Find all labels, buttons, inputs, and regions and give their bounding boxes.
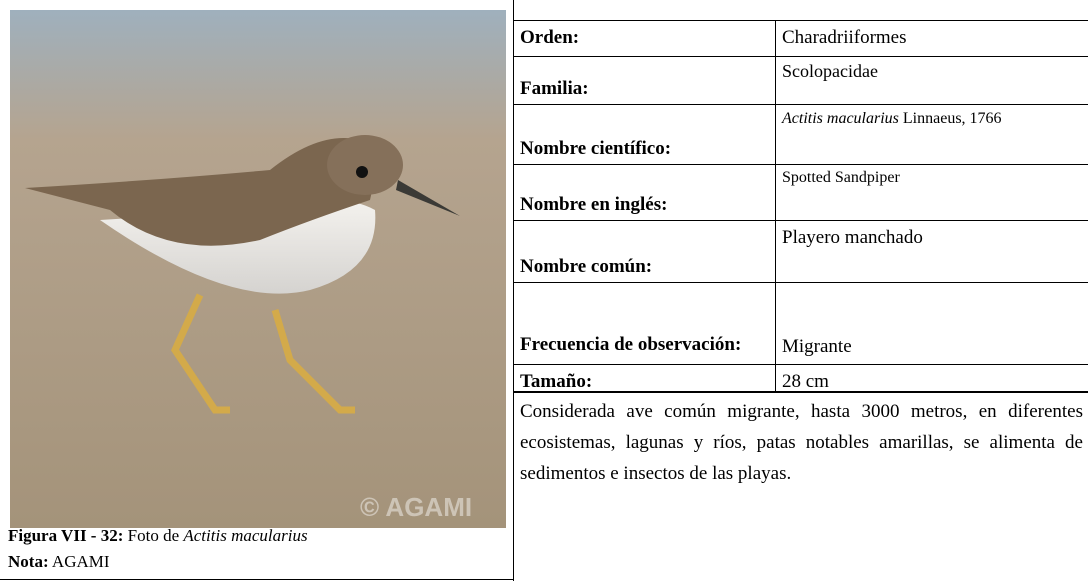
authority: Linnaeus, 1766 [902,110,1002,127]
label-cell: Frecuencia de observación: [513,282,776,365]
label-cell: Tamaño: [513,364,776,393]
value-cell: Spotted Sandpiper [775,164,1088,221]
caption-text: Foto de [127,526,180,545]
row-label: Familia: [520,78,589,99]
value-cell: 28 cm [775,364,1088,393]
label-cell: Nombre en inglés: [513,164,776,221]
photo-cell: © AGAMI Figura VII - 32: Foto de Actitis… [0,0,514,580]
label-cell: Orden: [513,20,776,57]
label-cell: Familia: [513,56,776,105]
watermark: © AGAMI [360,492,472,522]
row-value: 28 cm [782,371,829,392]
description-cell: Considerada ave común migrante, hasta 30… [513,391,1088,581]
caption: Figura VII - 32: Foto de Actitis macular… [8,526,308,546]
row-value: Scolopacidae [782,61,878,81]
note-text: AGAMI [51,552,110,571]
description: Considerada ave común migrante, hasta 30… [520,401,1083,484]
value-cell: Actitis macularius Linnaeus, 1766 [775,104,1088,165]
row-label: Nombre común: [520,256,653,277]
caption-label: Figura VII - 32: [8,526,124,545]
row-value: Spotted Sandpiper [782,169,900,186]
species: Actitis macularius [782,110,899,127]
row-value: Actitis macularius Linnaeus, 1766 [782,109,1083,128]
row-label: Tamaño: [520,371,593,392]
value-cell: Charadriiformes [775,20,1088,57]
label-cell: Nombre común: [513,220,776,283]
row-label: Nombre científico: [520,138,672,159]
bird-photo: © AGAMI [10,10,506,528]
row-value: Charadriiformes [782,27,907,48]
value-cell: Scolopacidae [775,56,1088,105]
value-cell: Migrante [775,282,1088,365]
row-value: Playero manchado [782,227,923,248]
value-cell: Playero manchado [775,220,1088,283]
note: Nota: AGAMI [8,552,110,572]
row-label: Orden: [520,27,580,48]
note-label: Nota: [8,552,49,571]
row-value: Migrante [782,336,852,357]
label-cell: Nombre científico: [513,104,776,165]
caption-species: Actitis macularius [183,526,308,545]
row-label: Nombre en inglés: [520,194,668,215]
row-label: Frecuencia de observación: [520,334,742,355]
